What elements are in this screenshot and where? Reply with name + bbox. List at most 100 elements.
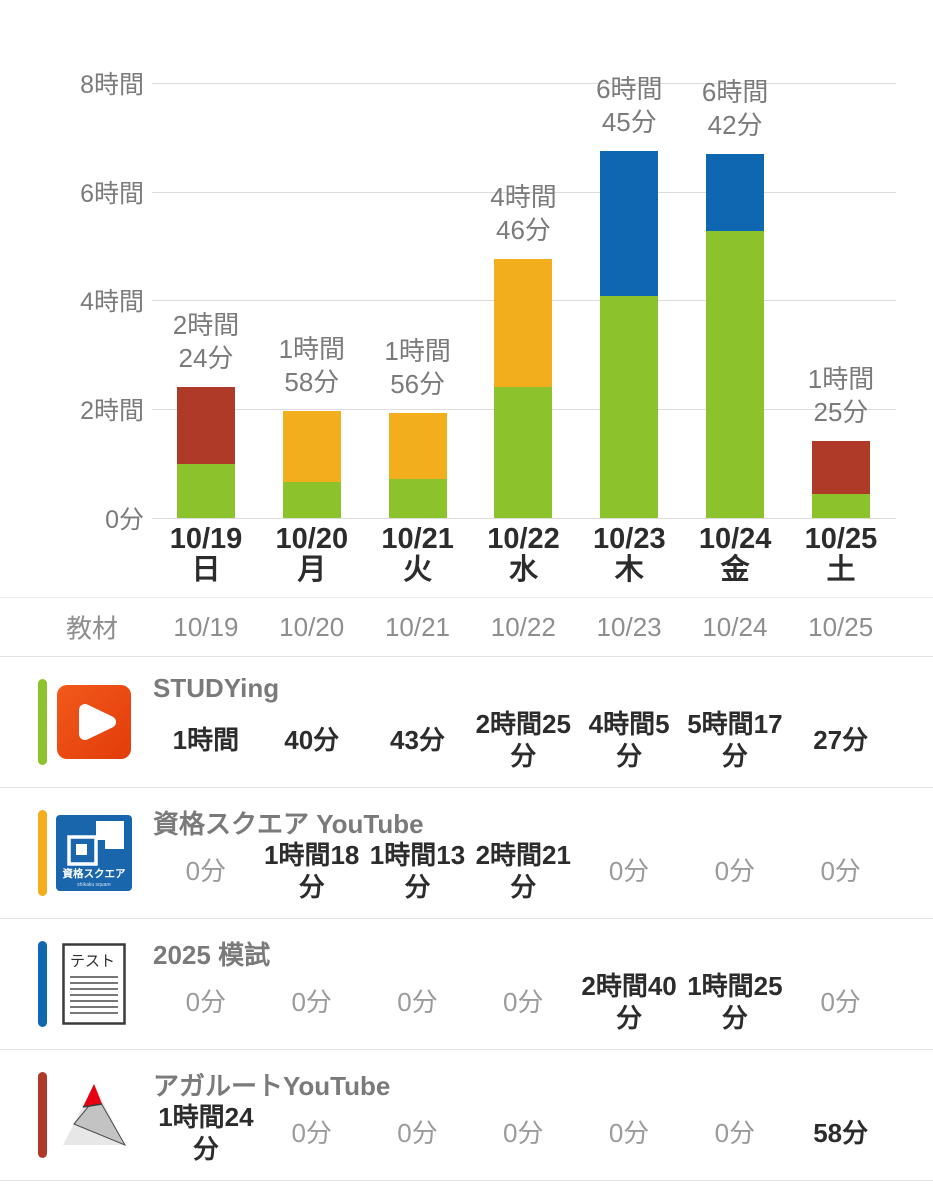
- bar-segment: [811, 440, 870, 494]
- material-row-shikaku-square[interactable]: 資格スクエア shikaku square 資格スクエア YouTube 0分 1…: [0, 788, 933, 919]
- date-header: 10/24: [702, 611, 768, 642]
- stacked-bar-10/19[interactable]: [177, 387, 235, 518]
- agaroot-triangle-icon: [54, 1075, 134, 1155]
- date-header: 10/20: [279, 611, 345, 642]
- x-axis-label: 10/20 月: [275, 523, 349, 586]
- gridline: [152, 82, 896, 84]
- material-daily-values: 1時間24分 0分 0分 0分 0分 0分 58分: [153, 1092, 894, 1174]
- x-axis-label: 10/22 水: [487, 523, 560, 586]
- studying-color-marker: [38, 679, 47, 765]
- daily-study-time: 40分: [284, 725, 340, 755]
- daily-study-time: 0分: [291, 987, 332, 1017]
- bar-segment: [282, 411, 341, 482]
- studying-play-icon: [54, 682, 134, 762]
- daily-study-time: 2時間25分: [475, 709, 571, 771]
- daily-study-time: 0分: [714, 1118, 756, 1148]
- material-name: 資格スクエア YouTube: [153, 809, 424, 839]
- y-axis-tick: 2時間: [80, 397, 144, 426]
- date-header: 10/21: [384, 611, 451, 642]
- bar-total-label: 1時間 25分: [807, 363, 875, 427]
- daily-study-time: 2時間40分: [581, 971, 677, 1033]
- x-axis-label: 10/24 金: [698, 523, 772, 586]
- daily-study-time: 2時間21分: [475, 840, 571, 902]
- material-daily-values: 0分 0分 0分 0分 2時間40分 1時間25分 0分: [153, 961, 894, 1043]
- daily-study-time: 0分: [185, 856, 227, 886]
- daily-study-time: 0分: [503, 1118, 544, 1148]
- material-name: STUDYing: [153, 673, 280, 703]
- daily-study-time: 0分: [608, 1118, 650, 1148]
- bar-segment: [177, 387, 235, 464]
- materials-table-header: 教材 10/19 10/20 10/21 10/22 10/23 10/24 10/25: [0, 597, 933, 657]
- bar-segment: [494, 386, 553, 518]
- bar-segment: [811, 493, 870, 518]
- bar-segment: [706, 230, 765, 518]
- y-axis-tick: 4時間: [80, 288, 144, 317]
- daily-study-time: 0分: [397, 987, 438, 1017]
- bar-total-label: 6時間 42分: [701, 76, 769, 140]
- daily-study-time: 0分: [503, 987, 544, 1017]
- shikaku-square-icon: 資格スクエア shikaku square: [54, 813, 134, 893]
- mock-exam-color-marker: [38, 941, 47, 1027]
- bar-total-label: 2時間 24分: [172, 310, 240, 374]
- material-row-studying[interactable]: STUDYing 1時間 40分 43分 2時間25分 4時間5分 5時間17分 27分: [0, 657, 933, 788]
- stacked-bar-10/20[interactable]: [282, 411, 341, 518]
- daily-study-time: 5時間17分: [687, 709, 783, 771]
- date-header: 10/22: [490, 611, 556, 642]
- x-axis-label: 10/19 日: [169, 523, 243, 586]
- y-axis-tick: 8時間: [80, 70, 144, 99]
- gridline: [152, 191, 896, 193]
- stacked-bar-10/24[interactable]: [706, 153, 765, 518]
- date-header: 10/23: [596, 611, 662, 642]
- bar-total-label: 6時間 45分: [596, 73, 663, 137]
- bar-segment: [706, 153, 765, 231]
- agaroot-color-marker: [38, 1072, 47, 1158]
- daily-study-time: 0分: [820, 987, 861, 1017]
- x-axis-label: 10/25 土: [804, 523, 878, 586]
- svg-text:資格スクエア: 資格スクエア: [63, 867, 126, 880]
- bar-segment: [494, 258, 553, 387]
- bar-segment: [600, 150, 659, 296]
- daily-study-time: 1時間25分: [687, 971, 783, 1033]
- gridline: [152, 518, 896, 519]
- date-header-cells: 10/19 10/20 10/21 10/22 10/23 10/24 10/25: [153, 598, 894, 656]
- date-header: 10/25: [808, 611, 874, 642]
- material-daily-values: 1時間 40分 43分 2時間25分 4時間5分 5時間17分 27分: [153, 699, 894, 781]
- bar-total-label: 4時間 46分: [490, 181, 557, 245]
- daily-study-time: 1時間13分: [369, 840, 466, 902]
- daily-study-time: 1時間24分: [158, 1102, 254, 1164]
- material-row-agaroot[interactable]: アガルートYouTube 1時間24分 0分 0分 0分 0分 0分 58分: [0, 1050, 933, 1181]
- daily-study-time: 0分: [291, 1118, 332, 1148]
- bar-segment: [282, 481, 341, 518]
- x-axis-label: 10/21 火: [381, 523, 454, 586]
- bar-total-label: 1時間 58分: [278, 334, 346, 397]
- bar-segment: [388, 479, 447, 518]
- y-axis-tick: 6時間: [80, 179, 144, 208]
- daily-study-time: 0分: [608, 856, 650, 886]
- daily-study-time: 1時間: [172, 725, 240, 755]
- y-axis-tick: 0分: [105, 506, 144, 534]
- test-paper-icon: テスト: [54, 943, 134, 1025]
- daily-study-time: 1時間18分: [264, 840, 360, 902]
- x-axis-label: 10/23 木: [593, 523, 666, 586]
- bar-segment: [177, 463, 235, 518]
- daily-study-time: 43分: [390, 725, 445, 755]
- daily-study-time: 0分: [820, 856, 861, 886]
- bar-segment: [388, 412, 447, 479]
- daily-study-time: 58分: [813, 1118, 869, 1148]
- bar-segment: [600, 295, 659, 518]
- stacked-bar-10/25[interactable]: [811, 440, 870, 518]
- stacked-bar-10/22[interactable]: [494, 258, 553, 518]
- daily-study-time: 4時間5分: [588, 709, 670, 771]
- stacked-bar-10/23[interactable]: [600, 150, 659, 518]
- daily-study-time: 0分: [397, 1118, 438, 1148]
- material-daily-values: 0分 1時間18分 1時間13分 2時間21分 0分 0分 0分: [153, 830, 894, 912]
- svg-text:テスト: テスト: [70, 953, 115, 970]
- stacked-bar-10/21[interactable]: [388, 412, 447, 518]
- daily-study-time: 0分: [185, 987, 227, 1017]
- shikaku-color-marker: [38, 810, 47, 896]
- bar-total-label: 1時間 56分: [384, 335, 451, 399]
- material-row-mock-exam[interactable]: テスト 2025 模試 0分 0分 0分 0分 2時間40分 1時間25分 0分: [0, 919, 933, 1050]
- material-name: 2025 模試: [153, 940, 271, 970]
- daily-study-time: 0分: [714, 856, 756, 886]
